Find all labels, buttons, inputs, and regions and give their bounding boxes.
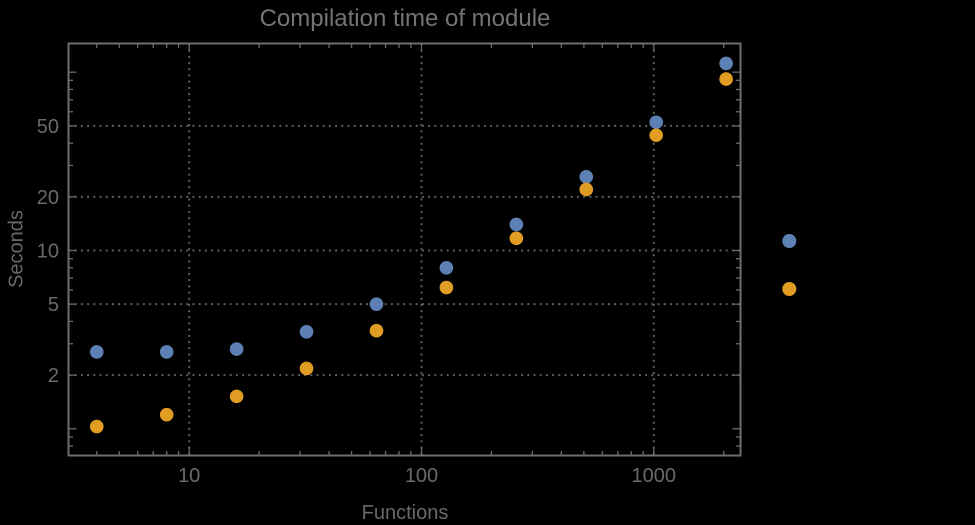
data-point-blue — [159, 345, 174, 359]
x-tick-label: 10 — [178, 465, 200, 487]
data-point-orange — [89, 419, 104, 434]
data-point-orange — [579, 182, 594, 197]
x-tick-label: 1000 — [632, 465, 677, 487]
data-point-blue — [89, 345, 104, 359]
chart-title: Compilation time of module — [259, 5, 551, 32]
data-point-orange — [159, 407, 174, 422]
data-point-orange — [509, 231, 524, 246]
x-tick-label: 100 — [405, 465, 438, 487]
data-point-blue — [719, 56, 733, 71]
plot-frame-border — [67, 42, 742, 457]
legend-marker-orange — [782, 282, 797, 296]
data-point-blue — [369, 297, 384, 311]
y-tick-label: 10 — [37, 241, 59, 263]
data-point-orange — [439, 280, 454, 295]
x-axis-title: Functions — [361, 502, 449, 524]
data-point-orange — [649, 128, 663, 143]
legend-marker-blue — [782, 234, 797, 248]
data-point-orange — [719, 72, 733, 86]
data-point-orange — [369, 323, 384, 338]
y-tick-label: 5 — [48, 294, 59, 316]
data-point-blue — [509, 217, 524, 232]
data-point-orange — [299, 361, 314, 376]
data-point-blue — [579, 170, 594, 184]
y-tick-label: 50 — [37, 116, 59, 138]
data-point-blue — [299, 324, 314, 339]
y-tick-label: 2 — [48, 365, 59, 387]
data-point-blue — [229, 342, 244, 356]
data-point-blue — [649, 115, 663, 130]
y-tick-label: 20 — [37, 187, 59, 209]
data-point-blue — [439, 260, 454, 275]
data-point-orange — [229, 389, 244, 404]
